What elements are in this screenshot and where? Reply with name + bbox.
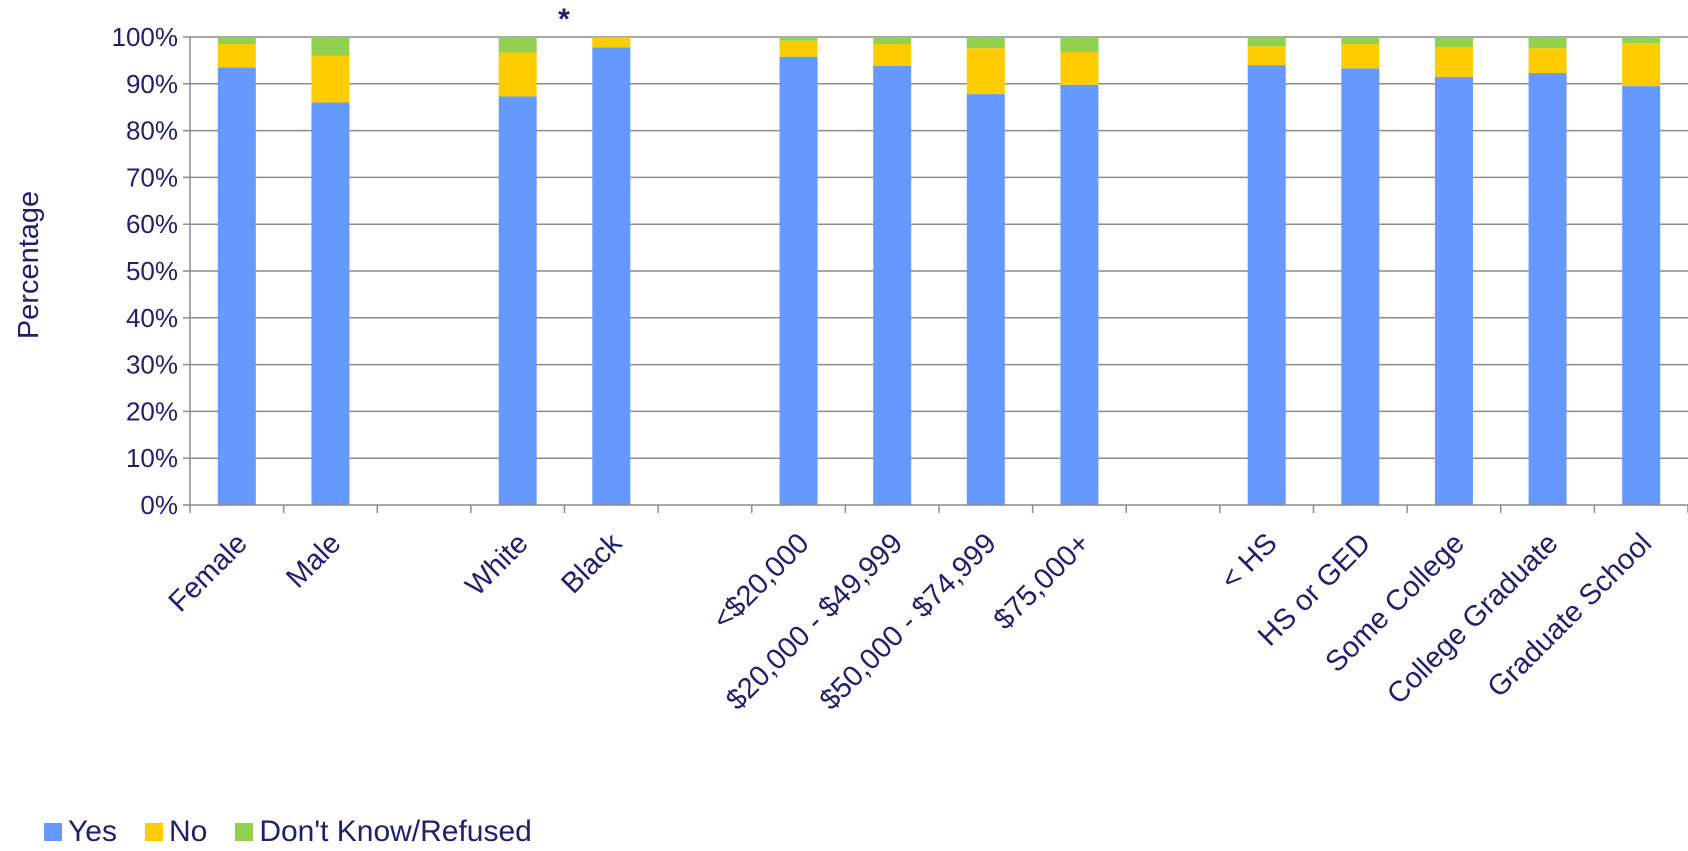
- y-tick-label: 100%: [112, 22, 179, 52]
- y-tick-label: 80%: [126, 116, 178, 146]
- bar-no: [498, 52, 537, 97]
- y-tick-label: 40%: [126, 303, 178, 333]
- bar-dont-know: [311, 37, 350, 56]
- y-axis-title: Percentage: [13, 191, 45, 339]
- bar-no: [1528, 48, 1567, 74]
- bar-no: [1622, 43, 1661, 87]
- legend-label-dont-know: Don't Know/Refused: [259, 815, 532, 848]
- y-tick-label: 70%: [126, 162, 178, 192]
- category-label: Female: [163, 527, 254, 618]
- bar-dont-know: [873, 37, 912, 45]
- category-label: < HS: [1215, 527, 1284, 596]
- bar-dont-know: [1434, 37, 1473, 48]
- y-tick-label: 20%: [126, 396, 178, 426]
- bar-dont-know: [1060, 37, 1099, 52]
- y-tick-label: 30%: [126, 350, 178, 380]
- bar-yes: [1622, 86, 1661, 505]
- bar-dont-know: [1528, 37, 1567, 49]
- legend-label-no: No: [168, 815, 208, 848]
- bar-yes: [498, 96, 537, 505]
- bar-dont-know: [966, 37, 1005, 49]
- bar-yes: [592, 47, 631, 506]
- legend-label-yes: Yes: [68, 815, 117, 848]
- bar-yes: [873, 66, 912, 506]
- bar-no: [1341, 44, 1380, 69]
- category-label: College Graduate: [1381, 527, 1564, 710]
- bar-yes: [779, 56, 818, 505]
- category-label: $50,000 - $74,999: [814, 527, 1003, 716]
- category-label: $20,000 - $49,999: [720, 527, 909, 716]
- bar-dont-know: [217, 37, 256, 45]
- y-tick-label: 0%: [140, 490, 178, 520]
- legend-swatch-dont-know: [235, 823, 254, 841]
- legend: Yes No Don't Know/Refused: [44, 815, 560, 849]
- y-tick-label: 90%: [126, 69, 178, 99]
- bar-no: [592, 37, 631, 48]
- y-tick-label: 10%: [126, 443, 178, 473]
- bar-dont-know: [1247, 37, 1286, 47]
- bar-no: [873, 44, 912, 67]
- bar-dont-know: [779, 37, 818, 41]
- bar-dont-know: [498, 37, 537, 53]
- y-tick-label: 60%: [126, 209, 178, 239]
- y-tick-labels: 0% 10% 20% 30% 40% 50% 60% 70% 80% 90% 100%: [112, 22, 179, 520]
- category-label: White: [460, 527, 535, 602]
- bar-yes: [311, 102, 350, 506]
- bars: [217, 37, 1661, 506]
- stacked-bar-chart: 0% 10% 20% 30% 40% 50% 60% 70% 80% 90% 100% Female…: [13, 3, 1688, 716]
- bar-no: [779, 40, 818, 57]
- bar-yes: [966, 94, 1005, 505]
- bar-yes: [1528, 73, 1567, 505]
- bar-no: [1060, 51, 1099, 85]
- legend-swatch-no: [144, 823, 163, 841]
- legend-item-yes: Yes: [44, 815, 117, 849]
- bar-dont-know: [1341, 37, 1380, 45]
- bar-no: [966, 48, 1005, 95]
- bar-no: [311, 55, 350, 103]
- category-label: Black: [555, 527, 628, 600]
- bar-no: [217, 44, 256, 68]
- bar-yes: [217, 67, 256, 506]
- bar-no: [1434, 47, 1473, 77]
- bar-yes: [1060, 84, 1099, 506]
- axes: [189, 37, 1688, 513]
- significance-asterisk: *: [558, 3, 570, 36]
- bar-dont-know: [1622, 37, 1661, 44]
- legend-swatch-yes: [44, 823, 62, 841]
- category-label: $75,000+: [988, 527, 1097, 636]
- category-labels: Female Male White Black <$20,000$20,000 - $4…: [163, 527, 1658, 716]
- category-label: Graduate School: [1482, 527, 1659, 704]
- bar-yes: [1341, 68, 1380, 505]
- legend-item-dont-know: Don't Know/Refused: [235, 815, 532, 849]
- bar-yes: [1247, 65, 1286, 505]
- category-label: Male: [280, 527, 347, 594]
- bar-yes: [1434, 76, 1473, 505]
- legend-item-no: No: [144, 815, 208, 849]
- y-tick-label: 50%: [126, 256, 178, 286]
- bar-no: [1247, 46, 1286, 66]
